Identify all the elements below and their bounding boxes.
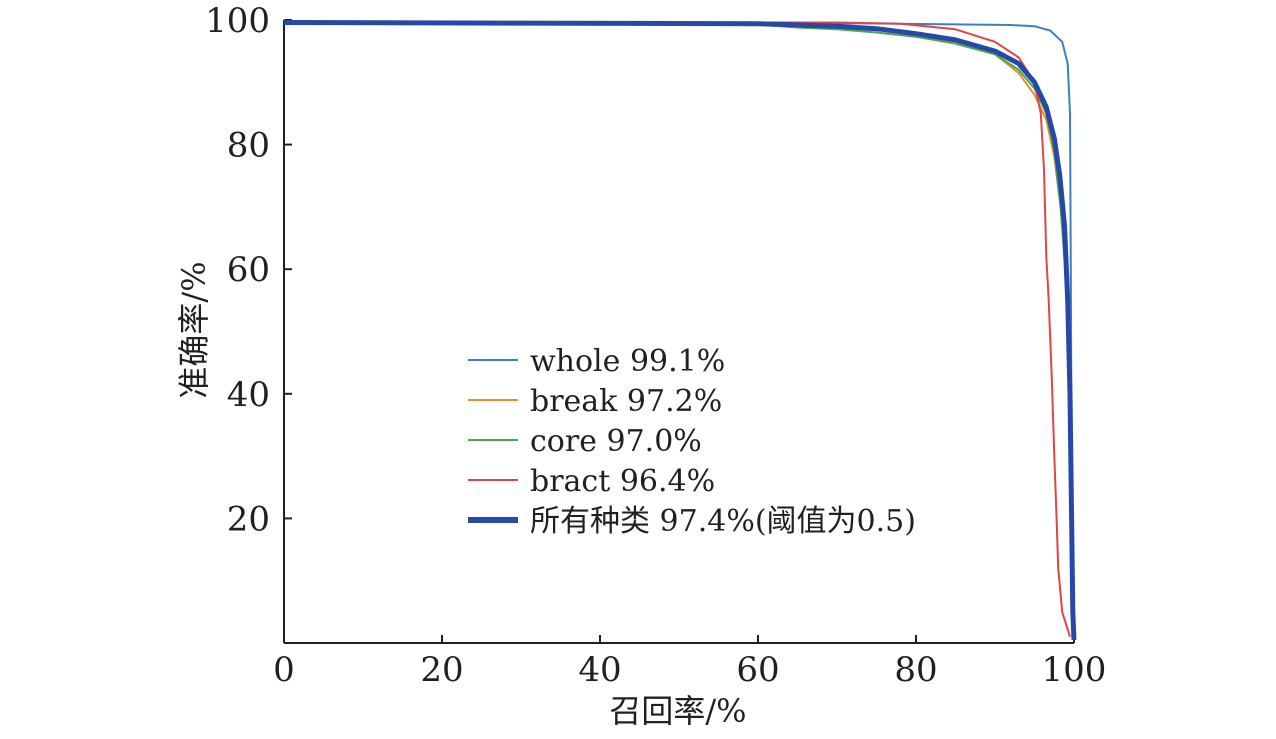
x-axis-title: 召回率/% bbox=[609, 692, 746, 730]
y-tick-label: 40 bbox=[227, 375, 270, 415]
legend-label-0: whole 99.1% bbox=[530, 344, 725, 379]
x-tick-label: 100 bbox=[1042, 650, 1107, 690]
series-line-3 bbox=[284, 21, 1071, 638]
series-line-4 bbox=[283, 20, 1077, 641]
y-tick-label: 100 bbox=[205, 1, 270, 41]
series-line-2 bbox=[283, 21, 1075, 637]
legend-label-1: break 97.2% bbox=[530, 384, 722, 419]
x-tick-label: 80 bbox=[894, 650, 937, 690]
y-axis-title: 准确率/% bbox=[175, 261, 213, 398]
y-tick-label: 80 bbox=[227, 126, 270, 166]
axes: 0 20 40 60 80 100 20 40 60 80 100 bbox=[205, 1, 1106, 690]
legend-label-2: core 97.0% bbox=[530, 424, 702, 459]
legend: whole 99.1% break 97.2% core 97.0% bract 96… bbox=[468, 344, 916, 539]
series-line-0 bbox=[284, 21, 1075, 637]
series-group bbox=[283, 20, 1077, 641]
x-tick-label: 20 bbox=[420, 650, 463, 690]
series-line-1 bbox=[283, 21, 1075, 637]
x-tick-label: 40 bbox=[578, 650, 621, 690]
legend-label-3: bract 96.4% bbox=[530, 464, 715, 499]
legend-label-4: 所有种类 97.4%(阈值为0.5) bbox=[530, 504, 916, 539]
y-tick-label: 20 bbox=[227, 499, 270, 539]
x-tick-label: 0 bbox=[273, 650, 295, 690]
x-tick-label: 60 bbox=[736, 650, 779, 690]
y-tick-label: 60 bbox=[227, 250, 270, 290]
